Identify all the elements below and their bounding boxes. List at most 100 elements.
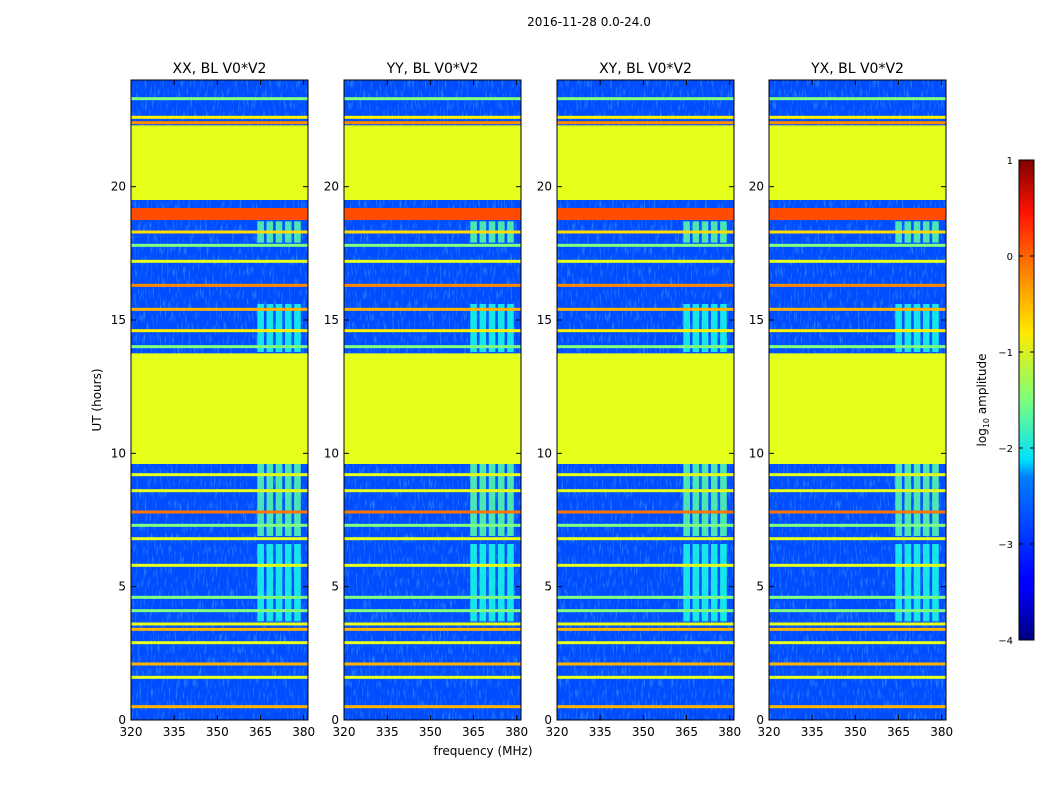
time-line [557,307,734,311]
rfi-channel-cell [497,464,505,536]
colorbar-label-subscript: 10 [982,418,991,428]
x-tick-label: 335 [589,725,612,739]
rfi-channel-cell [479,304,487,352]
y-tick-label: 20 [537,180,552,194]
time-line [557,705,734,709]
rfi-channel-cell [895,464,902,536]
rfi-channel-cell [479,464,487,536]
time-line [344,662,521,666]
rfi-channel-cell [720,304,727,352]
time-line [344,563,521,567]
axes-frame [556,79,735,721]
time-line [131,115,308,119]
colorbar-tick-label: −3 [998,540,1013,551]
time-line [557,329,734,333]
time-line [557,243,734,247]
rfi-channel-cell [932,464,939,536]
time-line [769,595,946,599]
rfi-channel-cell [720,544,727,622]
time-line [769,473,946,477]
x-tick-label: 335 [801,725,824,739]
rfi-channel-cell [895,304,902,352]
colorbar-ticks: −4 −3 −2 −1 0 1 [998,156,1034,647]
colorbar-label: log10 amplitude [975,354,991,447]
rfi-channel-cell [275,464,283,536]
time-line [344,705,521,709]
time-line [557,627,734,631]
rfi-channel-cell [904,304,912,352]
time-line [344,641,521,645]
time-line [557,563,734,567]
rfi-channel-cell [479,544,487,622]
rfi-channel-cell [294,544,301,622]
rfi-channel-cell [701,464,709,536]
time-line [131,489,308,493]
flagged-block [131,353,308,464]
time-line [344,243,521,247]
time-line [344,675,521,679]
time-line [769,259,946,263]
time-line [131,510,308,514]
rfi-channel-cell [913,544,921,622]
flagged-block [557,125,734,200]
time-line [344,473,521,477]
time-line [131,259,308,263]
rfi-channel-cell [932,304,939,352]
x-tick-label: 380 [505,725,528,739]
time-line [131,641,308,645]
rfi-channel-cell [284,304,292,352]
time-line [131,329,308,333]
rfi-channel-cell [710,464,718,536]
time-line [131,609,308,613]
rfi-channel-cell [284,464,292,536]
rfi-channel-cell [710,304,718,352]
colorbar-label-prefix: log [975,428,989,446]
rfi-channel-cell [488,304,496,352]
panel-xy: XY, BL V0*V2 320 335 350 365 380 0 5 10 15 20 [537,61,741,739]
time-line [769,283,946,287]
time-line [131,595,308,599]
axes-frame [343,79,522,721]
flagged-block [769,353,946,464]
y-tick-label: 5 [756,580,764,594]
y-tick-label: 20 [749,180,764,194]
time-line [131,622,308,626]
y-tick-label: 5 [544,580,552,594]
time-line [769,705,946,709]
time-line [557,510,734,514]
colorbar-tick-label: −4 [998,636,1013,647]
colorbar-tick-label: −2 [998,444,1013,455]
time-line [344,609,521,613]
rfi-channel-cell [275,304,283,352]
time-line [557,283,734,287]
time-line [344,595,521,599]
colorbar: −4 −3 −2 −1 0 1 log10 amplitude [975,156,1035,647]
rfi-channel-cell [692,464,700,536]
rfi-channel-cell [922,544,930,622]
time-line [131,121,308,125]
time-line [769,329,946,333]
rfi-channel-cell [266,464,274,536]
time-line [769,609,946,613]
time-line [131,345,308,349]
time-line [344,523,521,527]
x-tick-label: 380 [930,725,953,739]
x-tick-label: 350 [632,725,655,739]
rfi-channel-cell [710,544,718,622]
rfi-channel-cell [904,464,912,536]
y-axis-label: UT (hours) [90,368,104,431]
time-line [769,97,946,101]
axes-frame [768,79,947,721]
time-line [557,121,734,125]
bright-band [557,208,734,220]
y-tick-label: 20 [324,180,339,194]
rfi-channel-cell [913,304,921,352]
x-tick-label: 350 [419,725,442,739]
rfi-channel-cell [922,304,930,352]
time-line [344,345,521,349]
x-tick-label: 350 [206,725,229,739]
time-line [769,230,946,234]
rfi-channel-cell [683,544,690,622]
x-tick-label: 380 [718,725,741,739]
